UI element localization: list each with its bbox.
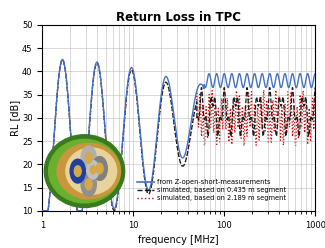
Legend: from Z-open-short-measurements, simulated, based on 0.435 m segment, simulated, : from Z-open-short-measurements, simulate… (134, 176, 289, 204)
Circle shape (85, 153, 92, 163)
Circle shape (81, 172, 96, 196)
Circle shape (81, 146, 96, 170)
Ellipse shape (44, 135, 125, 208)
Ellipse shape (49, 139, 121, 203)
Y-axis label: RL [dB]: RL [dB] (10, 100, 20, 136)
X-axis label: frequency [MHz]: frequency [MHz] (138, 235, 219, 245)
Circle shape (85, 179, 92, 190)
Circle shape (74, 166, 81, 177)
Circle shape (92, 156, 107, 180)
Circle shape (90, 166, 96, 174)
Circle shape (70, 159, 85, 183)
Ellipse shape (66, 148, 117, 194)
Ellipse shape (57, 143, 121, 199)
Title: Return Loss in TPC: Return Loss in TPC (116, 11, 241, 24)
Circle shape (96, 163, 103, 174)
Circle shape (87, 160, 99, 179)
